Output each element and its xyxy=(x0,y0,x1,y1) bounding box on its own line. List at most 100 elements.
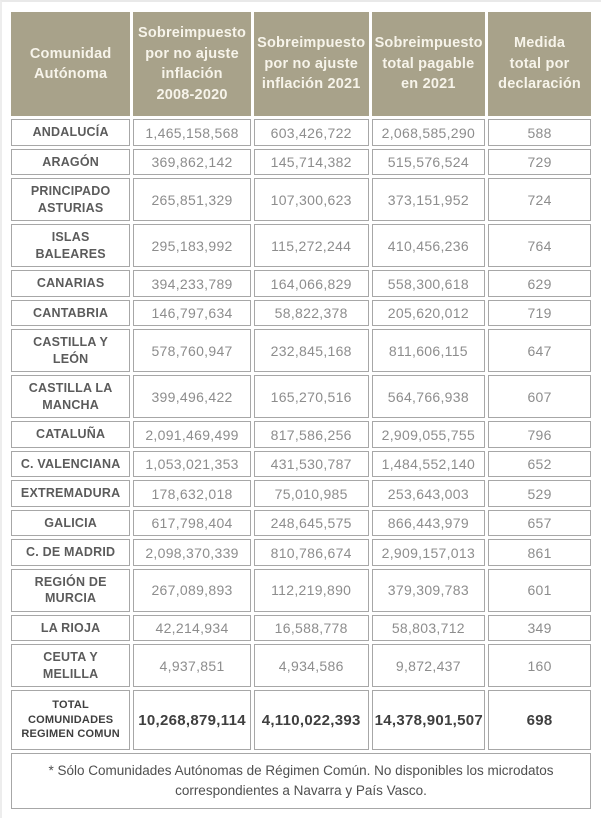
value-cell: 253,643,003 xyxy=(371,480,486,507)
table-row: CASTILLA LA MANCHA 399,496,422 165,270,516… xyxy=(11,375,591,419)
tax-table: Comunidad Autónoma Sobreimpuesto por no … xyxy=(8,9,594,812)
col-header-comunidad-autonoma: Comunidad Autónoma xyxy=(11,12,131,117)
value-cell: 410,456,236 xyxy=(371,224,486,268)
value-cell: 564,766,938 xyxy=(371,375,486,419)
col-header-medida-total: Medida total por declaración xyxy=(488,12,591,117)
community-name-cell: EXTREMADURA xyxy=(11,480,131,507)
value-cell: 607 xyxy=(488,375,591,419)
value-cell: 817,586,256 xyxy=(253,421,369,448)
value-cell: 399,496,422 xyxy=(133,375,251,419)
footnote: * Sólo Comunidades Autónomas de Régimen … xyxy=(11,752,591,810)
table-row: ANDALUCÍA 1,465,158,568 603,426,722 2,068,5… xyxy=(11,119,591,146)
table-row: LA RIOJA 42,214,934 16,588,778 58,803,712 34… xyxy=(11,614,591,642)
value-cell: 295,183,992 xyxy=(133,224,251,268)
community-name-cell: PRINCIPADO ASTURIAS xyxy=(11,178,131,222)
value-cell: 265,851,329 xyxy=(133,178,251,222)
value-cell: 811,606,115 xyxy=(371,329,486,373)
value-cell: 588 xyxy=(488,119,591,146)
value-cell: 58,822,378 xyxy=(253,299,369,327)
value-cell: 42,214,934 xyxy=(133,614,251,642)
table-row: CANARIAS 394,233,789 164,066,829 558,300,61… xyxy=(11,270,591,297)
value-cell: 178,632,018 xyxy=(133,480,251,507)
community-name-cell: CATALUÑA xyxy=(11,421,131,448)
value-cell: 2,909,157,013 xyxy=(371,539,486,566)
value-cell: 1,465,158,568 xyxy=(133,119,251,146)
value-cell: 603,426,722 xyxy=(253,119,369,146)
value-cell: 2,068,585,290 xyxy=(371,119,486,146)
community-name-cell: C. VALENCIANA xyxy=(11,450,131,478)
value-cell: 617,798,404 xyxy=(133,509,251,537)
value-cell: 515,576,524 xyxy=(371,148,486,176)
community-name-cell: LA RIOJA xyxy=(11,614,131,642)
community-name-cell: GALICIA xyxy=(11,509,131,537)
value-cell: 232,845,168 xyxy=(253,329,369,373)
value-cell: 267,089,893 xyxy=(133,568,251,612)
value-cell: 729 xyxy=(488,148,591,176)
total-value-2008-2020: 10,268,879,114 xyxy=(133,690,251,750)
table-row: ISLAS BALEARES 295,183,992 115,272,244 410,… xyxy=(11,224,591,268)
community-name-cell: C. DE MADRID xyxy=(11,539,131,566)
table-row: REGIÓN DE MURCIA 267,089,893 112,219,890 37… xyxy=(11,568,591,612)
value-cell: 861 xyxy=(488,539,591,566)
footnote-row: * Sólo Comunidades Autónomas de Régimen … xyxy=(11,752,591,810)
table-row: CEUTA Y MELILLA 4,937,851 4,934,586 9,872,4… xyxy=(11,644,591,688)
value-cell: 112,219,890 xyxy=(253,568,369,612)
table-row: GALICIA 617,798,404 248,645,575 866,443,979… xyxy=(11,509,591,537)
value-cell: 866,443,979 xyxy=(371,509,486,537)
col-header-sobreimpuesto-total-pagable: Sobreimpuesto total pagable en 2021 xyxy=(371,12,486,117)
value-cell: 647 xyxy=(488,329,591,373)
table-row: ARAGÓN 369,862,142 145,714,382 515,576,524 7… xyxy=(11,148,591,176)
value-cell: 2,098,370,339 xyxy=(133,539,251,566)
value-cell: 657 xyxy=(488,509,591,537)
table-row: EXTREMADURA 178,632,018 75,010,985 253,643,… xyxy=(11,480,591,507)
community-name-cell: CANTABRIA xyxy=(11,299,131,327)
community-name-cell: ANDALUCÍA xyxy=(11,119,131,146)
value-cell: 164,066,829 xyxy=(253,270,369,297)
value-cell: 601 xyxy=(488,568,591,612)
value-cell: 160 xyxy=(488,644,591,688)
value-cell: 1,053,021,353 xyxy=(133,450,251,478)
value-cell: 369,862,142 xyxy=(133,148,251,176)
value-cell: 2,091,469,499 xyxy=(133,421,251,448)
value-cell: 145,714,382 xyxy=(253,148,369,176)
community-name-cell: CANARIAS xyxy=(11,270,131,297)
value-cell: 2,909,055,755 xyxy=(371,421,486,448)
value-cell: 529 xyxy=(488,480,591,507)
value-cell: 394,233,789 xyxy=(133,270,251,297)
value-cell: 379,309,783 xyxy=(371,568,486,612)
value-cell: 248,645,575 xyxy=(253,509,369,537)
value-cell: 4,934,586 xyxy=(253,644,369,688)
community-name-cell: CASTILLA Y LEÓN xyxy=(11,329,131,373)
value-cell: 107,300,623 xyxy=(253,178,369,222)
community-name-cell: REGIÓN DE MURCIA xyxy=(11,568,131,612)
value-cell: 629 xyxy=(488,270,591,297)
value-cell: 205,620,012 xyxy=(371,299,486,327)
value-cell: 652 xyxy=(488,450,591,478)
value-cell: 9,872,437 xyxy=(371,644,486,688)
table-row: PRINCIPADO ASTURIAS 265,851,329 107,300,62… xyxy=(11,178,591,222)
value-cell: 16,588,778 xyxy=(253,614,369,642)
value-cell: 349 xyxy=(488,614,591,642)
table-row: CATALUÑA 2,091,469,499 817,586,256 2,909,05… xyxy=(11,421,591,448)
value-cell: 431,530,787 xyxy=(253,450,369,478)
col-header-sobreimpuesto-2021: Sobreimpuesto por no ajuste inflación 20… xyxy=(253,12,369,117)
value-cell: 146,797,634 xyxy=(133,299,251,327)
value-cell: 4,937,851 xyxy=(133,644,251,688)
table-row: C. DE MADRID 2,098,370,339 810,786,674 2,90… xyxy=(11,539,591,566)
value-cell: 558,300,618 xyxy=(371,270,486,297)
total-value-pagable: 14,378,901,507 xyxy=(371,690,486,750)
value-cell: 58,803,712 xyxy=(371,614,486,642)
community-name-cell: ISLAS BALEARES xyxy=(11,224,131,268)
value-cell: 165,270,516 xyxy=(253,375,369,419)
community-name-cell: ARAGÓN xyxy=(11,148,131,176)
value-cell: 724 xyxy=(488,178,591,222)
value-cell: 764 xyxy=(488,224,591,268)
total-row-label: TOTAL COMUNIDADES REGIMEN COMUN xyxy=(11,690,131,750)
value-cell: 719 xyxy=(488,299,591,327)
value-cell: 75,010,985 xyxy=(253,480,369,507)
table-row: CANTABRIA 146,797,634 58,822,378 205,620,01… xyxy=(11,299,591,327)
value-cell: 373,151,952 xyxy=(371,178,486,222)
value-cell: 115,272,244 xyxy=(253,224,369,268)
total-value-2021: 4,110,022,393 xyxy=(253,690,369,750)
